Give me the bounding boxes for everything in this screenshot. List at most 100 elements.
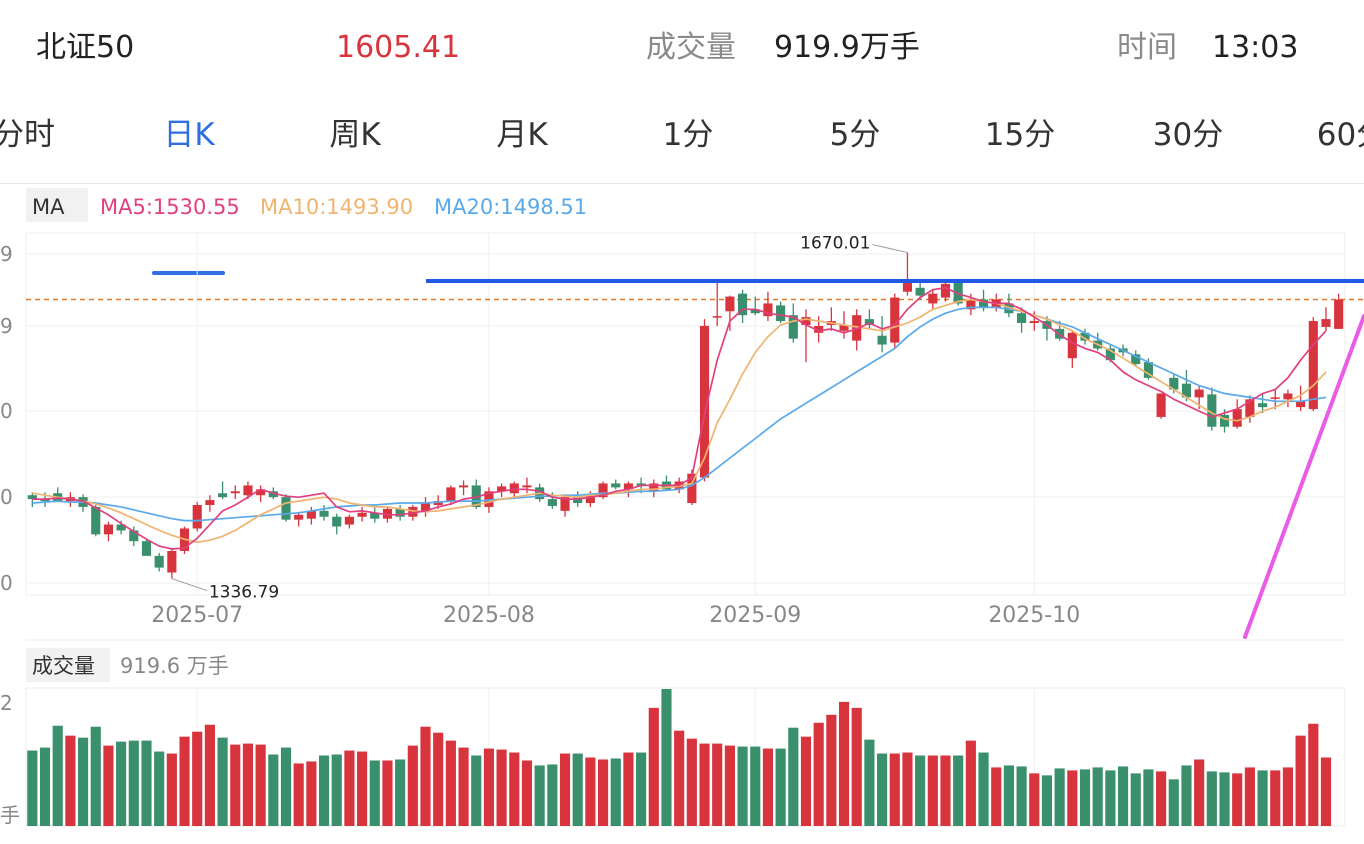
volume-bar	[813, 722, 824, 826]
volume-bar	[864, 739, 875, 826]
candle-body	[344, 516, 354, 525]
volume-bar	[1219, 772, 1230, 826]
candle-body	[1169, 377, 1179, 390]
candle-body	[877, 335, 887, 345]
tab-15min[interactable]: 15分	[984, 117, 1056, 153]
candle-body	[230, 491, 240, 494]
active-tab-indicator	[152, 271, 225, 275]
x-tick-label: 2025-08	[443, 603, 535, 628]
ma5-line	[32, 286, 1327, 550]
volume-bar	[750, 746, 761, 826]
tab-monthly-k[interactable]: 月K	[496, 117, 548, 153]
volume-bar	[39, 747, 51, 826]
volume-bar	[166, 753, 177, 826]
volume-bar	[597, 759, 609, 826]
volume-bar	[217, 737, 228, 826]
low-annotation-leader	[171, 578, 208, 592]
tab-daily-k[interactable]: 日K	[163, 117, 215, 153]
candle-body	[306, 510, 316, 519]
ma20-legend: MA20:1498.51	[434, 195, 587, 219]
volume-bar	[877, 753, 888, 826]
tab-5min[interactable]: 5分	[829, 117, 881, 153]
volume-bar	[483, 748, 494, 826]
candle-body	[1334, 299, 1344, 329]
volume-bar	[1029, 773, 1040, 826]
x-tick-label: 2025-07	[151, 603, 243, 628]
volume-bar	[1054, 768, 1065, 826]
candle-body	[484, 491, 494, 507]
candle-body	[547, 499, 557, 506]
candle-body	[598, 483, 608, 498]
candle-body	[268, 491, 278, 498]
volume-bar	[230, 744, 241, 826]
volume-bar	[902, 752, 913, 826]
candle-body	[687, 473, 697, 504]
volume-bar	[509, 752, 520, 826]
volume-bar	[395, 759, 406, 826]
volume-bar	[471, 755, 482, 826]
volume-bar	[1168, 779, 1179, 826]
volume-bar	[1257, 770, 1268, 826]
candle-body	[573, 497, 583, 504]
volume-bar	[559, 753, 571, 826]
candle-body	[332, 516, 342, 527]
volume-value: 919.9万手	[774, 30, 920, 65]
candle-body	[763, 303, 773, 317]
low-annotation: 1336.79	[209, 583, 279, 603]
candle-body	[623, 483, 633, 490]
volume-bar	[547, 764, 558, 826]
volume-bar	[674, 730, 685, 826]
candle-body	[1232, 409, 1242, 427]
ma10-legend: MA10:1493.90	[260, 195, 413, 219]
volume-bar	[103, 745, 114, 826]
volume-bar	[699, 743, 710, 826]
volume-bar	[141, 740, 152, 826]
volume-bar	[1092, 767, 1103, 826]
candle-body	[408, 506, 418, 517]
volume-bar	[1143, 769, 1154, 826]
y-tick-label: 9	[0, 242, 13, 266]
volume-bar	[712, 743, 723, 826]
volume-bar	[420, 726, 431, 826]
volume-panel-value: 919.6 万手	[120, 654, 229, 678]
candle-body	[1131, 354, 1141, 365]
candle-body	[636, 483, 646, 486]
volume-y-tick-label: 2	[0, 691, 13, 715]
candle-body	[1308, 321, 1318, 410]
tab-30min[interactable]: 30分	[1152, 117, 1224, 153]
volume-bar	[1244, 767, 1255, 826]
candle-body	[788, 315, 798, 339]
tab-1min[interactable]: 1分	[662, 117, 714, 153]
candle-body	[1181, 383, 1192, 398]
candle-body	[357, 512, 367, 517]
volume-bar	[268, 754, 279, 826]
volume-bar	[1117, 766, 1129, 826]
volume-bar	[851, 707, 862, 826]
candle-body	[585, 495, 595, 504]
price-panel-frame	[25, 232, 1346, 596]
tab-weekly-k[interactable]: 周K	[329, 117, 381, 153]
volume-bar	[991, 767, 1002, 826]
candle-body	[1156, 393, 1166, 417]
candle-body	[1029, 321, 1039, 324]
volume-bar	[636, 752, 647, 826]
ma10-line	[32, 298, 1327, 544]
candle-body	[1245, 399, 1255, 417]
candle-body	[978, 299, 989, 308]
tab-60min[interactable]: 60分	[1316, 117, 1364, 153]
candle-body	[725, 296, 735, 312]
candle-body	[814, 325, 824, 333]
volume-bar	[838, 701, 850, 826]
tab-intraday[interactable]: 分时	[0, 117, 55, 153]
candle-body	[129, 530, 139, 542]
candle-body	[1067, 332, 1077, 359]
trend-line	[1243, 314, 1364, 639]
candle-body	[40, 499, 50, 502]
volume-bar	[27, 750, 38, 826]
volume-bar	[1194, 759, 1205, 826]
volume-bar	[1016, 766, 1027, 826]
candle-body	[319, 510, 329, 517]
volume-bar	[1206, 771, 1217, 826]
volume-bar	[331, 754, 342, 826]
